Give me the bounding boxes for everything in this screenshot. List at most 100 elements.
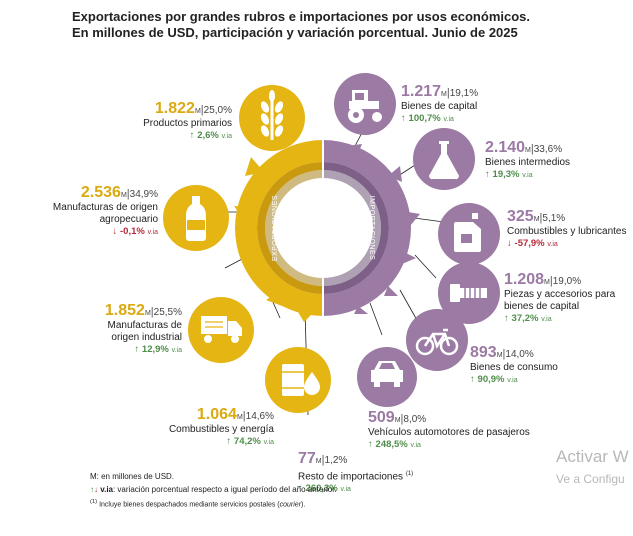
up-arrow-icon: ↑ [189,130,195,141]
unit-label: M [441,91,447,98]
export-value: 1.822 [154,100,195,117]
note-courier-italic: courier [279,501,302,509]
import-var: 19,3% [492,169,520,180]
bolt-icon [438,262,500,324]
up-arrow-icon: ↑ [90,485,94,494]
import-value: 1.217 [401,83,442,100]
import-label: Vehículos automotores de pasajeros [368,427,530,438]
unit-label: M [236,414,243,421]
export-var: 74,2% [233,436,261,447]
import-share: 19,0% [552,276,582,287]
unit-label: M [544,279,550,286]
import-label: Bienes de capital [401,101,478,112]
vi-suffix: v.ia [522,172,533,179]
vi-suffix: v.ia [547,241,558,248]
car-icon [357,347,417,407]
unit-label: M [525,147,531,154]
import-var: 90,9% [477,374,505,385]
activation-watermark: Activar W Ve a Configu [556,446,629,490]
import-share: 19,1% [449,88,479,99]
import-var: 248,5% [375,439,408,450]
import-value: 509 [368,409,395,426]
unit-label: M [533,216,540,223]
note-courier-end: ). [301,501,306,509]
ring-label-exports: EXPORTACIONES [272,195,279,261]
export-share: 25,0% [203,105,232,116]
note-courier: (1) Incluye bienes despachados mediante … [90,496,337,511]
import-var: 100,7% [408,113,441,124]
vi-suffix: v.ia [221,133,232,140]
import-var: -57,9% [514,238,545,249]
vi-suffix: v.ia [171,347,182,354]
up-arrow-icon: ↑ [470,374,475,385]
note-courier-mark: (1) [90,499,98,505]
up-arrow-icon: ↑ [401,113,406,124]
flask-icon [413,128,475,190]
bicycle-icon [406,309,468,371]
title-line-2: En millones de USD, participación y vari… [72,25,518,40]
title-line-1: Exportaciones por grandes rubros e impor… [72,9,530,24]
import-value: 2.140 [485,139,526,156]
watermark-line-1: Activar W [556,447,629,466]
vi-suffix: v.ia [147,229,158,236]
export-item-industrial: 1.852M|25,5% Manufacturas de origen indu… [78,302,183,357]
export-share: 14,6% [245,411,274,422]
ring-label-imports: IMPORTACIONES [368,196,375,261]
import-value: 893 [470,344,497,361]
export-value: 2.536 [80,184,121,201]
import-share: 8,0% [403,414,427,425]
import-share: 33,6% [533,144,563,155]
export-label: Productos primarios [143,118,232,129]
export-value: 1.852 [104,302,145,319]
import-share: 1,2% [324,455,348,466]
import-share: 5,1% [542,213,566,224]
oil-barrel-icon [265,347,331,413]
down-arrow-icon: ↓ [507,238,512,249]
unit-label: M [394,417,401,424]
imports-ring [323,140,420,316]
tractor-icon [334,73,396,135]
import-item-consumer: 893M|14,0% Bienes de consumo ↑ 90,9% v.i… [470,344,590,387]
export-item-primary: 1.822M|25,0% Productos primarios ↑ 2,6% … [120,100,232,143]
import-label: Bienes intermedios [485,157,571,168]
watermark-line-2: Ve a Configu [556,472,625,486]
export-label: Combustibles y energía [168,424,274,435]
import-label: Combustibles y lubricantes [507,226,627,237]
export-item-agro: 2.536M|34,9% Manufacturas de origen agro… [50,184,158,239]
import-label: Resto de importaciones [298,471,404,483]
export-label: Manufacturas de origen industrial [107,320,183,343]
import-label: Bienes de consumo [470,362,558,373]
import-item-rest: 77M|1,2% Resto de importaciones (1) ↑ 26… [298,450,414,495]
vi-suffix: v.ia [340,486,351,494]
footnotes: M: en millones de USD. ↑↓ v.ia: variació… [90,470,337,511]
unit-label: M [144,310,151,317]
vi-suffix: v.ia [263,439,274,446]
export-var: -0,1% [120,226,145,237]
up-arrow-icon: ↑ [226,436,232,447]
export-var: 2,6% [197,130,219,141]
up-arrow-icon: ↑ [134,344,140,355]
exports-ring [234,140,323,322]
import-item-vehicles: 509M|8,0% Vehículos automotores de pasaj… [368,409,548,452]
up-arrow-icon: ↑ [298,483,303,495]
export-item-energy: 1.064M|14,6% Combustibles y energía ↑ 74… [160,406,274,449]
vi-suffix: v.ia [507,377,518,384]
import-item-intermediate: 2.140M|33,6% Bienes intermedios ↑ 19,3% … [485,139,605,182]
export-share: 25,5% [153,307,182,318]
note-vi: ↑↓ v.ia: variación porcentual respecto a… [90,483,337,496]
unit-label: M [194,108,201,115]
down-arrow-icon: ↓ [94,485,98,494]
export-value: 1.064 [196,406,237,423]
bottle-icon [163,185,229,251]
vi-suffix: v.ia [541,316,552,323]
import-value: 1.208 [504,271,545,288]
import-share: 14,0% [505,349,534,360]
import-value: 325 [507,208,534,225]
import-var: 260,3% [305,483,338,495]
import-item-fuels: 325M|5,1% Combustibles y lubricantes ↓ -… [507,208,631,251]
export-var: 12,9% [141,344,169,355]
import-label: Piezas y accesorios para bienes de capit… [504,289,616,312]
import-value: 77 [298,450,316,467]
up-arrow-icon: ↑ [504,313,509,324]
